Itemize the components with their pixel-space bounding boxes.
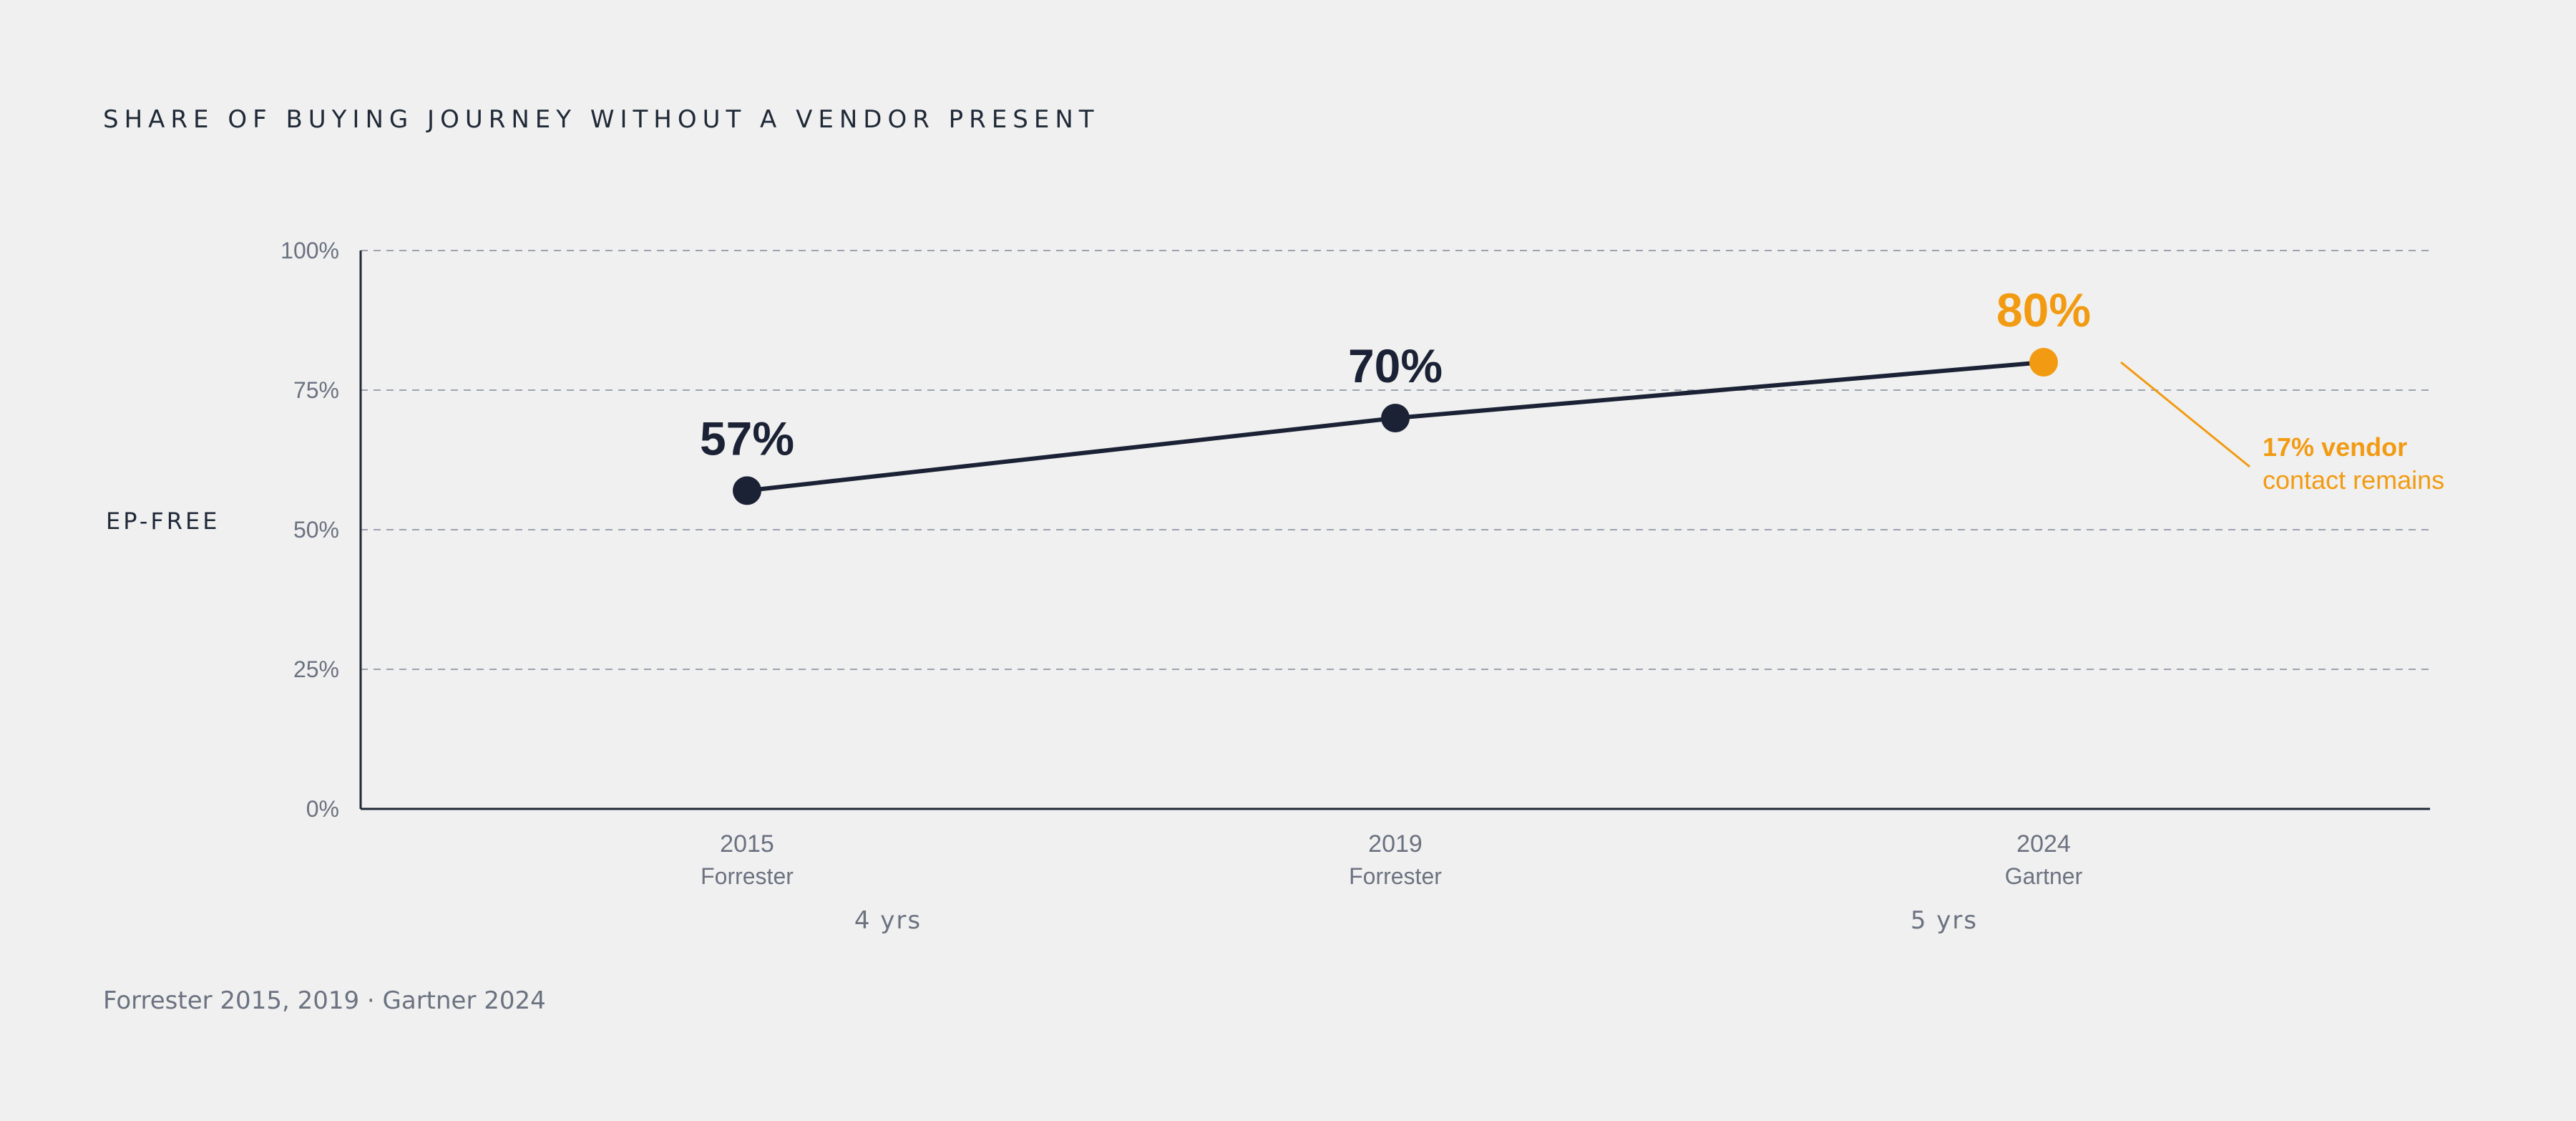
data-point bbox=[1381, 404, 1410, 432]
series-line-group: 57% 70% 80% bbox=[700, 283, 2091, 505]
y-tick-label: 75% bbox=[293, 377, 339, 403]
annotation-text-bold: 17% vendor bbox=[2263, 432, 2407, 462]
data-point bbox=[733, 476, 761, 505]
x-tick-labels: 2015 Forrester 2019 Forrester 2024 Gartner bbox=[701, 830, 2082, 889]
interval-label: 5 yrs bbox=[1911, 906, 1978, 935]
source-footer: Forrester 2015, 2019 · Gartner 2024 bbox=[103, 986, 546, 1015]
annotation-leader-line bbox=[2120, 361, 2250, 468]
interval-labels: 4 yrs 5 yrs bbox=[854, 906, 1978, 935]
y-axis-label: EP-FREE bbox=[106, 508, 220, 535]
interval-label: 4 yrs bbox=[854, 906, 922, 935]
data-label: 70% bbox=[1348, 339, 1443, 392]
x-tick-label: 2024 bbox=[2016, 830, 2071, 858]
x-tick-label: 2015 bbox=[720, 830, 774, 858]
y-tick-label: 100% bbox=[280, 238, 339, 263]
x-tick-source: Forrester bbox=[1349, 863, 1442, 889]
y-tick-label: 25% bbox=[293, 656, 339, 682]
chart-title: SHARE OF BUYING JOURNEY WITHOUT A VENDOR… bbox=[103, 105, 1100, 134]
data-point bbox=[2029, 348, 2058, 377]
gridlines bbox=[361, 250, 2430, 670]
x-tick-source: Forrester bbox=[701, 863, 794, 889]
data-label: 80% bbox=[1996, 283, 2091, 336]
y-tick-labels: 0% 25% 50% 75% 100% bbox=[280, 238, 339, 822]
x-tick-source: Gartner bbox=[2005, 863, 2083, 889]
x-tick-label: 2019 bbox=[1368, 830, 1423, 858]
y-tick-label: 0% bbox=[306, 796, 339, 822]
data-label: 57% bbox=[700, 412, 794, 465]
y-tick-label: 50% bbox=[293, 517, 339, 543]
annotation-text: contact remains bbox=[2263, 465, 2444, 495]
